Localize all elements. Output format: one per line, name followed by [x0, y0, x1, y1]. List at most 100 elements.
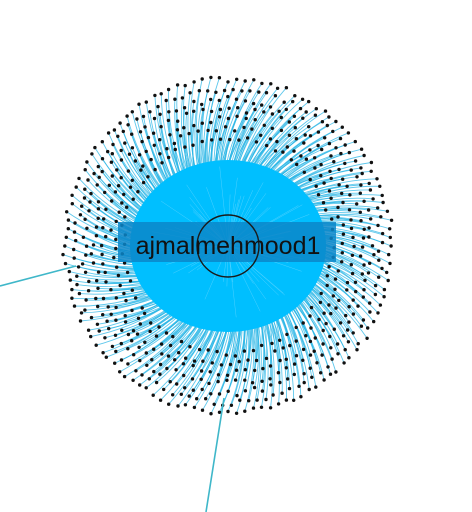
graph-node[interactable]: [137, 153, 142, 157]
graph-node[interactable]: [137, 102, 141, 106]
graph-node[interactable]: [130, 178, 134, 182]
graph-node[interactable]: [218, 137, 223, 141]
graph-node[interactable]: [304, 110, 308, 114]
graph-node[interactable]: [314, 107, 318, 111]
graph-node[interactable]: [130, 288, 134, 292]
graph-node[interactable]: [264, 356, 269, 361]
graph-node[interactable]: [262, 123, 266, 128]
graph-node[interactable]: [206, 128, 210, 133]
graph-node[interactable]: [235, 393, 239, 398]
graph-node[interactable]: [146, 135, 151, 140]
graph-node[interactable]: [287, 386, 292, 391]
graph-node[interactable]: [204, 397, 208, 401]
graph-node[interactable]: [110, 174, 115, 178]
graph-node[interactable]: [304, 157, 309, 161]
graph-node[interactable]: [341, 177, 345, 181]
graph-node[interactable]: [273, 349, 277, 353]
graph-node[interactable]: [158, 138, 162, 142]
graph-node[interactable]: [319, 173, 323, 178]
graph-node[interactable]: [243, 378, 247, 382]
graph-node[interactable]: [328, 334, 332, 339]
graph-node[interactable]: [368, 261, 372, 265]
graph-node[interactable]: [341, 223, 345, 227]
graph-node[interactable]: [341, 232, 346, 236]
graph-node[interactable]: [254, 358, 259, 363]
graph-node[interactable]: [243, 79, 247, 83]
graph-node[interactable]: [333, 287, 337, 291]
graph-node[interactable]: [119, 148, 123, 153]
graph-node[interactable]: [347, 320, 351, 324]
graph-node[interactable]: [116, 273, 121, 278]
graph-node[interactable]: [327, 303, 331, 307]
graph-node[interactable]: [109, 288, 113, 292]
graph-node[interactable]: [344, 313, 348, 318]
graph-node[interactable]: [140, 306, 144, 310]
graph-node[interactable]: [140, 373, 144, 377]
graph-node[interactable]: [368, 188, 373, 192]
graph-node[interactable]: [138, 322, 142, 326]
graph-node[interactable]: [83, 308, 87, 312]
graph-node[interactable]: [110, 199, 114, 203]
graph-node[interactable]: [200, 77, 204, 81]
graph-node[interactable]: [222, 88, 227, 93]
graph-node[interactable]: [217, 392, 222, 396]
graph-node[interactable]: [106, 149, 110, 154]
graph-node[interactable]: [192, 99, 196, 104]
graph-node[interactable]: [320, 353, 324, 357]
graph-node[interactable]: [201, 359, 205, 363]
graph-node[interactable]: [102, 217, 106, 221]
graph-node[interactable]: [65, 210, 69, 214]
graph-node[interactable]: [308, 314, 312, 318]
graph-node[interactable]: [101, 313, 105, 317]
graph-node[interactable]: [94, 225, 99, 229]
graph-node[interactable]: [138, 130, 143, 134]
graph-node[interactable]: [360, 245, 365, 249]
graph-node[interactable]: [292, 398, 296, 402]
graph-node[interactable]: [284, 366, 288, 370]
graph-node[interactable]: [336, 269, 340, 273]
graph-node[interactable]: [260, 81, 264, 86]
graph-node[interactable]: [197, 347, 202, 352]
graph-node[interactable]: [340, 191, 344, 196]
graph-node[interactable]: [173, 358, 177, 362]
graph-node[interactable]: [369, 217, 373, 221]
graph-node[interactable]: [378, 303, 383, 307]
graph-node[interactable]: [376, 249, 381, 253]
graph-node[interactable]: [151, 393, 155, 397]
graph-node[interactable]: [107, 183, 112, 187]
graph-node[interactable]: [95, 183, 99, 187]
graph-node[interactable]: [135, 332, 140, 336]
graph-node[interactable]: [270, 112, 275, 116]
graph-node[interactable]: [114, 296, 119, 300]
graph-node[interactable]: [143, 125, 147, 129]
graph-node[interactable]: [340, 260, 344, 264]
graph-node[interactable]: [110, 344, 115, 349]
graph-node[interactable]: [109, 160, 114, 164]
graph-node[interactable]: [166, 87, 171, 92]
graph-node[interactable]: [260, 103, 264, 107]
graph-node[interactable]: [106, 131, 111, 135]
graph-node[interactable]: [83, 168, 87, 172]
graph-node[interactable]: [116, 184, 121, 188]
graph-node[interactable]: [242, 349, 247, 353]
graph-node[interactable]: [349, 168, 353, 172]
graph-node[interactable]: [226, 409, 230, 414]
graph-node[interactable]: [356, 304, 360, 308]
graph-node[interactable]: [143, 340, 147, 344]
graph-node[interactable]: [225, 378, 229, 382]
graph-node[interactable]: [210, 138, 214, 142]
graph-node[interactable]: [369, 160, 374, 165]
graph-node[interactable]: [126, 123, 130, 127]
graph-node[interactable]: [313, 336, 317, 340]
graph-node[interactable]: [329, 346, 333, 350]
graph-node[interactable]: [104, 355, 109, 359]
graph-node[interactable]: [78, 213, 83, 217]
graph-node[interactable]: [319, 371, 323, 375]
graph-node[interactable]: [292, 114, 297, 119]
graph-node[interactable]: [115, 265, 119, 269]
graph-node[interactable]: [114, 237, 118, 242]
graph-node[interactable]: [68, 278, 73, 282]
graph-node[interactable]: [287, 120, 291, 124]
graph-node[interactable]: [360, 272, 364, 276]
graph-node[interactable]: [75, 274, 79, 278]
